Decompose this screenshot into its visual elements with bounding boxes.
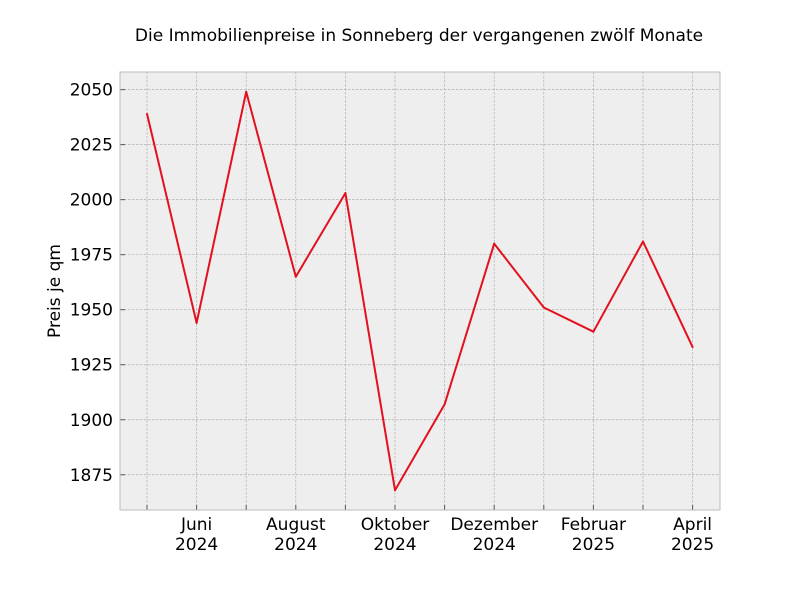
data-point [294, 275, 297, 278]
data-point [642, 240, 644, 243]
x-tick-label-year: 2024 [175, 535, 218, 555]
data-point [542, 306, 545, 309]
y-tick-label: 2050 [70, 81, 113, 101]
y-axis-label: Preis je qm [45, 244, 65, 338]
series-line [146, 90, 694, 492]
data-point [245, 90, 248, 93]
data-point [394, 489, 396, 492]
data-point [691, 346, 694, 349]
x-tick-label-year: 2025 [671, 535, 714, 555]
grid-lines [120, 72, 720, 510]
data-point [443, 403, 446, 406]
x-tick-label-year: 2025 [572, 535, 615, 555]
x-tick-label-month: Dezember [450, 515, 538, 535]
x-tick-label-year: 2024 [473, 535, 516, 555]
y-tick-label: 1925 [70, 356, 113, 376]
y-tick-label: 2000 [70, 191, 113, 211]
chart-title: Die Immobilienpreise in Sonneberg der ve… [134, 26, 704, 46]
y-tick-label: 1900 [70, 411, 113, 431]
x-tick-label-year: 2024 [274, 535, 317, 555]
y-axis-label-group: Preis je qm [45, 244, 65, 338]
y-tick-label: 2025 [70, 136, 113, 156]
x-tick-label-month: Oktober [361, 515, 430, 535]
x-tick-label-month: Februar [561, 515, 626, 535]
y-tick-label: 1875 [70, 466, 113, 486]
x-tick-label-month: April [673, 515, 712, 535]
x-tick-label-year: 2024 [373, 535, 416, 555]
x-tick-label-month: August [266, 515, 326, 535]
data-point [592, 330, 595, 333]
plot-frame [119, 71, 721, 511]
plot-area [120, 72, 720, 510]
x-tick-label-month: Juni [180, 515, 212, 535]
y-tick-label: 1950 [70, 301, 113, 321]
series-layer [146, 90, 694, 492]
data-point [195, 321, 198, 324]
data-point [493, 242, 496, 245]
y-tick-label: 1975 [70, 246, 113, 266]
data-point [146, 112, 148, 115]
axis-ticks: 18751900192519501975200020252050Juni2024… [70, 81, 714, 555]
data-point [344, 192, 347, 195]
